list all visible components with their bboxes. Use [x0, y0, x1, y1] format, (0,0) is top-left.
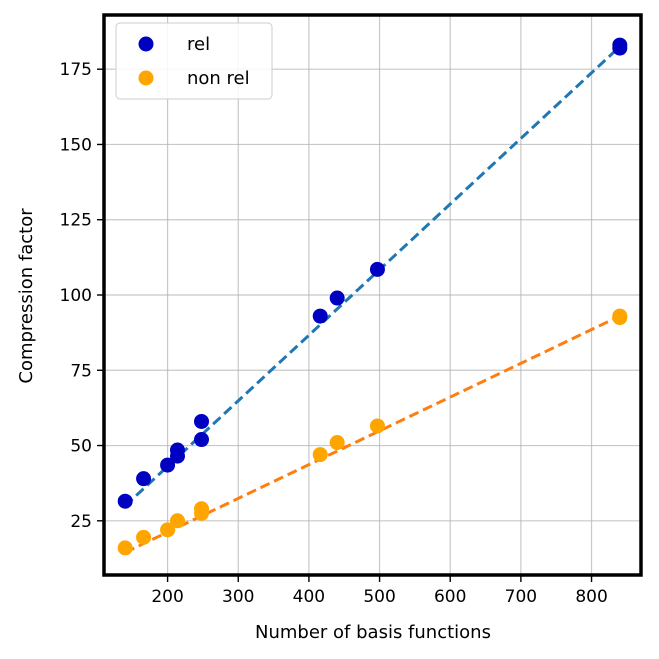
grid-lines [104, 15, 641, 575]
point-non-rel [136, 529, 152, 545]
point-non-rel [369, 418, 385, 434]
legend-box [115, 22, 273, 100]
legend-label-rel: rel [187, 34, 210, 55]
y-tick-label: 75 [70, 361, 92, 381]
x-tick-label: 300 [222, 587, 254, 607]
legend-label-non-rel: non rel [187, 68, 250, 89]
point-rel [160, 457, 176, 473]
legend-marker-rel [138, 36, 154, 52]
point-non-rel [612, 308, 628, 324]
point-non-rel [169, 513, 185, 529]
y-tick-label: 25 [70, 512, 92, 532]
y-tick-label: 100 [60, 286, 92, 306]
fit-lines [124, 45, 621, 554]
y-tick-label: 175 [60, 60, 92, 80]
x-tick-label: 800 [575, 587, 607, 607]
point-rel [369, 261, 385, 277]
point-rel [169, 442, 185, 458]
axis-ticks: 200 300 400 500 600 700 800 25 50 75 100 125 150 175 [60, 60, 608, 607]
point-non-rel [117, 540, 133, 556]
x-tick-label: 600 [434, 587, 466, 607]
legend: rel non rel [115, 22, 273, 100]
data-points [117, 37, 628, 556]
x-axis-label: Number of basis functions [255, 622, 491, 643]
point-rel [194, 413, 210, 429]
x-tick-label: 500 [363, 587, 395, 607]
point-non-rel [312, 447, 328, 463]
point-non-rel [160, 522, 176, 538]
point-rel [312, 308, 328, 324]
fit-line-rel [124, 45, 621, 507]
x-tick-label: 200 [151, 587, 183, 607]
y-tick-label: 150 [60, 135, 92, 155]
x-tick-label: 700 [505, 587, 537, 607]
point-non-rel [194, 501, 210, 517]
point-rel [117, 493, 133, 509]
point-non-rel [329, 435, 345, 451]
point-rel [136, 471, 152, 487]
point-rel [329, 290, 345, 306]
x-tick-label: 400 [293, 587, 325, 607]
legend-marker-non-rel [138, 70, 154, 86]
y-tick-label: 125 [60, 211, 92, 231]
y-axis-label: Compression factor [16, 208, 37, 384]
point-rel [612, 37, 628, 53]
y-tick-label: 50 [70, 437, 92, 457]
point-rel [194, 432, 210, 448]
